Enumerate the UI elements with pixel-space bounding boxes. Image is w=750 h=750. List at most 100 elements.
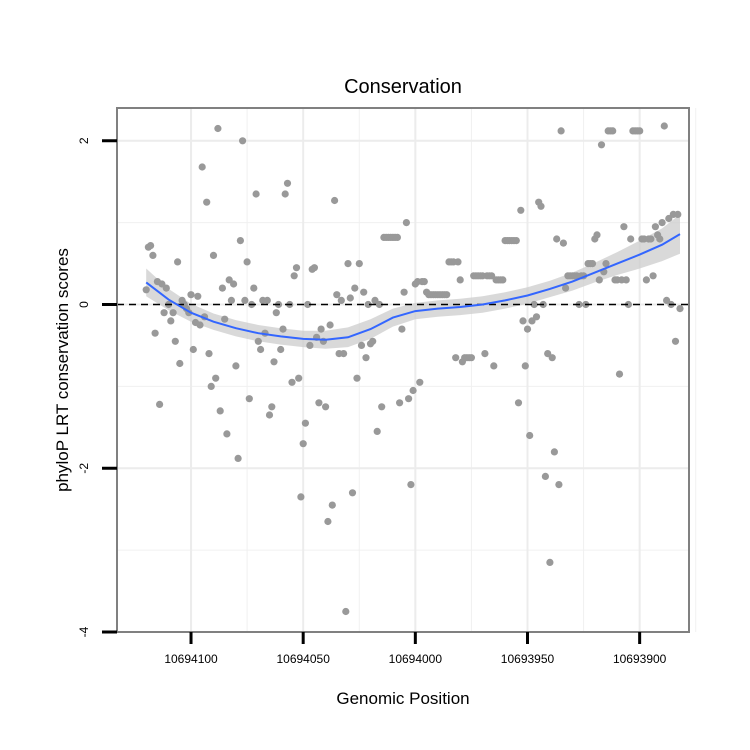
- data-point: [328, 501, 336, 509]
- data-point: [420, 278, 428, 286]
- data-point: [304, 300, 312, 309]
- data-point: [288, 378, 296, 386]
- data-point: [362, 354, 370, 362]
- data-point: [279, 325, 287, 333]
- data-point: [456, 276, 464, 284]
- data-point: [481, 350, 489, 358]
- data-point: [299, 440, 307, 448]
- data-point: [557, 127, 565, 135]
- x-axis-label: Genomic Position: [336, 689, 469, 708]
- data-point: [546, 558, 554, 567]
- data-point: [553, 235, 561, 243]
- data-point: [467, 354, 475, 362]
- data-point: [649, 272, 657, 280]
- data-point: [369, 337, 377, 345]
- data-point: [490, 362, 498, 370]
- data-point: [187, 291, 195, 299]
- data-point: [216, 407, 224, 415]
- data-point: [245, 395, 253, 403]
- y-tick-label: -4: [77, 626, 91, 637]
- data-point: [340, 350, 348, 358]
- data-point: [559, 239, 568, 247]
- data-point: [223, 430, 231, 438]
- data-point: [364, 300, 372, 309]
- data-point: [306, 341, 314, 349]
- data-point: [588, 260, 597, 268]
- data-point: [526, 431, 534, 440]
- chart-title: Conservation: [344, 76, 462, 98]
- data-point: [622, 276, 630, 284]
- data-point: [337, 296, 345, 304]
- data-point: [160, 309, 168, 317]
- data-point: [142, 286, 150, 294]
- data-point: [342, 607, 350, 616]
- data-point: [310, 264, 318, 272]
- data-point: [174, 258, 182, 266]
- data-point: [593, 231, 601, 239]
- data-point: [331, 196, 339, 205]
- data-point: [239, 137, 247, 145]
- data-point: [333, 291, 341, 299]
- data-point: [234, 454, 242, 462]
- data-point: [281, 190, 289, 198]
- data-point: [301, 419, 309, 427]
- data-point: [454, 258, 462, 266]
- data-point: [315, 399, 323, 407]
- data-point: [609, 127, 617, 135]
- data-point: [277, 345, 285, 354]
- x-tick-label: 10693900: [613, 652, 667, 666]
- data-point: [674, 210, 682, 218]
- data-point: [407, 481, 415, 489]
- data-point: [297, 493, 305, 501]
- data-point: [597, 141, 606, 149]
- data-point: [189, 345, 197, 354]
- data-point: [263, 296, 271, 304]
- data-point: [452, 354, 460, 362]
- data-point: [167, 317, 175, 325]
- data-point: [396, 399, 404, 407]
- x-tick-label: 10694100: [164, 652, 218, 666]
- data-point: [627, 235, 635, 243]
- data-point: [207, 382, 215, 390]
- y-tick-label: -2: [77, 463, 91, 474]
- data-point: [521, 362, 529, 370]
- data-point: [295, 374, 303, 382]
- data-point: [270, 358, 278, 366]
- data-point: [671, 337, 680, 345]
- data-point: [214, 124, 222, 133]
- data-point: [232, 362, 240, 370]
- data-point: [514, 399, 523, 407]
- x-axis: 10694100 10694050 10694000 10693950 10693900: [164, 632, 667, 666]
- data-point: [378, 403, 386, 411]
- data-point: [405, 395, 413, 403]
- data-point: [532, 313, 541, 321]
- data-point: [196, 321, 204, 329]
- data-point: [149, 251, 157, 259]
- data-point: [499, 276, 507, 284]
- data-point: [416, 378, 424, 386]
- data-point: [541, 472, 550, 480]
- data-point: [620, 223, 628, 231]
- data-point: [360, 288, 368, 296]
- data-point: [562, 284, 570, 292]
- data-point: [550, 448, 559, 456]
- data-point: [353, 374, 361, 382]
- data-point: [351, 284, 359, 292]
- data-point: [555, 481, 563, 489]
- data-point: [236, 237, 244, 245]
- data-point: [443, 291, 451, 299]
- data-point: [402, 219, 410, 227]
- data-point: [257, 345, 265, 354]
- data-point: [409, 386, 417, 395]
- data-point: [209, 251, 218, 259]
- data-point: [205, 350, 213, 358]
- data-point: [651, 223, 660, 231]
- x-tick-label: 10693950: [501, 652, 555, 666]
- data-point: [227, 296, 235, 304]
- data-point: [348, 489, 357, 497]
- data-point: [398, 325, 406, 333]
- y-tick-label: 0: [77, 301, 91, 308]
- data-point: [292, 264, 301, 272]
- data-point: [512, 237, 520, 245]
